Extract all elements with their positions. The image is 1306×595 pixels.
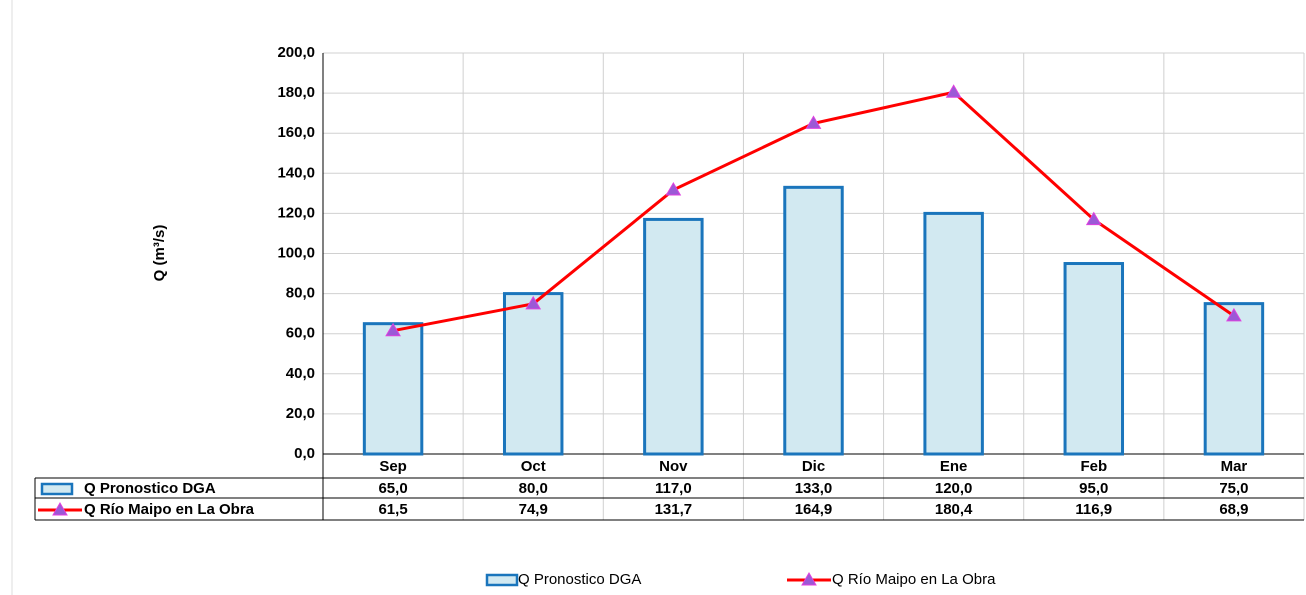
y-tick-label: 160,0 bbox=[277, 124, 315, 141]
y-axis-label: Q (m³/s) bbox=[151, 225, 168, 282]
marker bbox=[805, 115, 822, 129]
marker bbox=[385, 322, 401, 337]
bar bbox=[502, 292, 564, 456]
table-value: 117,0 bbox=[655, 480, 692, 497]
marker bbox=[945, 84, 962, 98]
bar bbox=[923, 211, 984, 456]
y-tick-label: 180,0 bbox=[277, 84, 315, 101]
table-value: 80,0 bbox=[519, 480, 548, 497]
x-tick-label: Ene bbox=[940, 458, 968, 475]
table-value: 65,0 bbox=[378, 480, 407, 497]
legend-key-marker bbox=[801, 572, 817, 586]
legend-key-bar bbox=[40, 482, 74, 496]
legend-key-bar bbox=[485, 573, 519, 587]
y-tick-label: 200,0 bbox=[277, 44, 315, 61]
y-tick-label: 140,0 bbox=[277, 164, 315, 181]
legend-text: Q Pronostico DGA bbox=[518, 571, 641, 588]
table-value: 75,0 bbox=[1219, 480, 1248, 497]
legend-text: Q Río Maipo en La Obra bbox=[832, 571, 996, 588]
y-tick-label: 80,0 bbox=[286, 285, 315, 302]
y-tick-label: 20,0 bbox=[286, 405, 315, 422]
legend-key-marker bbox=[52, 502, 68, 516]
table-value: 180,4 bbox=[935, 501, 973, 518]
x-tick-label: Dic bbox=[802, 458, 825, 475]
x-tick-label: Nov bbox=[659, 458, 688, 475]
y-tick-label: 60,0 bbox=[286, 325, 315, 342]
x-tick-label: Mar bbox=[1221, 458, 1248, 475]
table-value: 95,0 bbox=[1079, 480, 1108, 497]
x-tick-label: Sep bbox=[379, 458, 407, 475]
y-tick-label: 0,0 bbox=[294, 445, 315, 462]
y-tick-label: 40,0 bbox=[286, 365, 315, 382]
table-value: 131,7 bbox=[655, 501, 693, 518]
x-tick-label: Oct bbox=[521, 458, 546, 475]
table-value: 74,9 bbox=[519, 501, 548, 518]
bar bbox=[783, 185, 844, 456]
marker bbox=[665, 181, 682, 196]
bar bbox=[362, 322, 424, 456]
bar bbox=[1203, 302, 1265, 456]
x-tick-label: Feb bbox=[1080, 458, 1107, 475]
bar bbox=[1063, 262, 1125, 456]
table-value: 61,5 bbox=[378, 501, 407, 518]
table-series-name: Q Río Maipo en La Obra bbox=[84, 501, 255, 518]
table-value: 133,0 bbox=[795, 480, 833, 497]
table-value: 116,9 bbox=[1075, 501, 1112, 518]
bar bbox=[643, 217, 704, 456]
table-value: 164,9 bbox=[795, 501, 833, 518]
marker bbox=[1085, 211, 1102, 226]
marker bbox=[525, 295, 542, 310]
table-value: 120,0 bbox=[935, 480, 973, 497]
y-tick-label: 120,0 bbox=[277, 204, 315, 221]
table-value: 68,9 bbox=[1219, 501, 1248, 518]
marker bbox=[1226, 307, 1242, 322]
table-series-name: Q Pronostico DGA bbox=[84, 480, 216, 497]
y-tick-label: 100,0 bbox=[277, 244, 315, 261]
